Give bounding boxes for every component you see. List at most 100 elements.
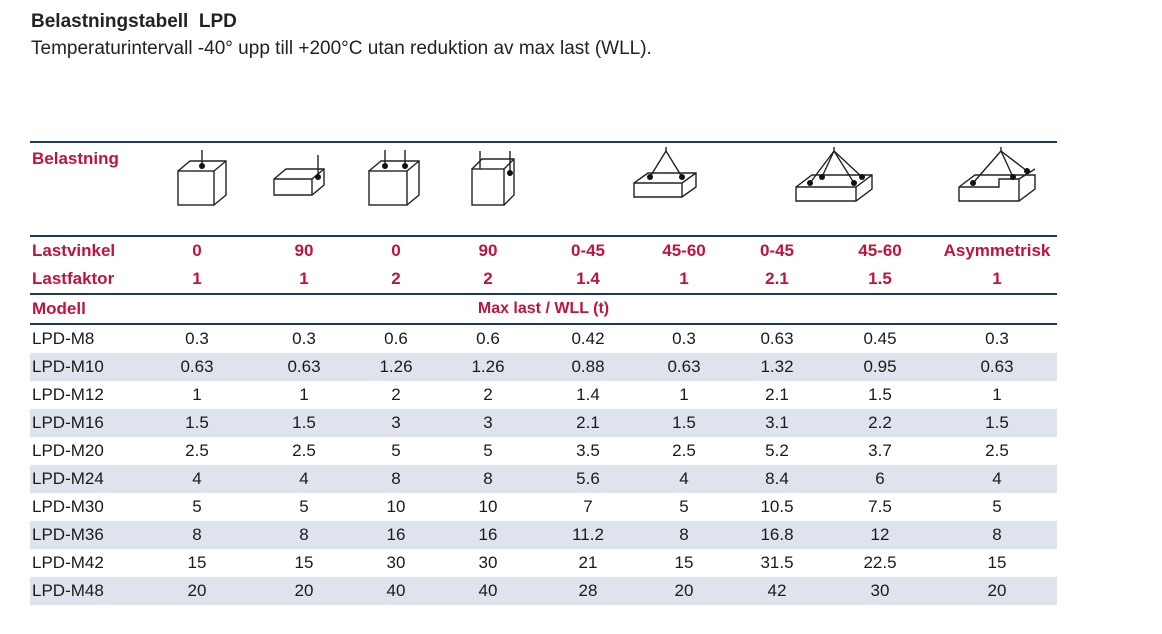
table-row: LPD-M20 2.5 2.5 5 5 3.5 2.5 5.2 3.7 2.5 [30,437,1057,465]
belastning-row: Belastning [30,143,1057,235]
wll-value-cell: 5 [391,441,401,460]
model-name: LPD-M24 [32,469,104,488]
wll-value-cell: 7 [583,497,593,516]
two-leg-sling-0-45-icon [630,147,702,217]
modell-label: Modell [32,299,86,318]
wll-value-cell: 1.5 [185,413,209,432]
wll-value-cell: 28 [578,581,598,600]
wll-value-cell: 16 [386,525,406,544]
lastvinkel-cell: Asymmetrisk [943,241,1051,260]
wll-value-cell: 0.95 [863,357,897,376]
lastfaktor-row: Lastfaktor 1 1 2 2 1.4 1 2.1 1.5 1 [30,265,1057,293]
wll-value-cell: 2.2 [868,413,892,432]
table-row: LPD-M30 5 5 10 10 7 5 10.5 7.5 5 [30,493,1057,521]
wll-value-cell: 1.5 [292,413,316,432]
wll-value-cell: 8 [391,469,401,488]
wll-value-cell: 30 [870,581,890,600]
wll-value-cell: 2 [483,385,493,404]
wll-value-cell: 0.88 [571,357,605,376]
rule-below-modell [30,323,1057,325]
wll-value-cell: 40 [478,581,498,600]
table-row: LPD-M36 8 8 16 16 11.2 8 16.8 12 8 [30,521,1057,549]
lastfaktor-cell: 2 [391,269,401,288]
wll-value-cell: 0.63 [287,357,321,376]
lastvinkel-cell: 90 [294,241,314,260]
wll-value-cell: 42 [767,581,787,600]
wll-value-cell: 1 [679,385,689,404]
wll-value-cell: 20 [294,581,314,600]
lastvinkel-cell: 90 [478,241,498,260]
wll-value-cell: 8 [992,525,1002,544]
wll-value-cell: 21 [578,553,598,572]
single-side-lift-icon [270,147,330,217]
wll-value-cell: 5 [299,497,309,516]
wll-value-cell: 5 [679,497,689,516]
wll-value-cell: 8 [192,525,202,544]
wll-value-cell: 11.2 [572,525,604,544]
lastvinkel-cell: 45-60 [662,241,706,260]
wll-value-cell: 1 [992,385,1002,404]
belastning-label: Belastning [32,149,119,168]
modell-header-row: Modell Max last / WLL (t) [30,295,1057,323]
wll-value-cell: 1.4 [576,385,600,404]
wll-value-cell: 1.26 [471,357,505,376]
wll-value-cell: 30 [478,553,498,572]
wll-value-cell: 3 [391,413,401,432]
wll-value-cell: 1.5 [868,385,892,404]
model-name: LPD-M36 [32,525,104,544]
wll-value-cell: 4 [679,469,689,488]
single-vertical-lift-icon [172,147,232,217]
wll-value-cell: 8.4 [765,469,789,488]
wll-value-cell: 1.26 [379,357,413,376]
double-side-lift-icon [460,147,520,217]
table-row: LPD-M16 1.5 1.5 3 3 2.1 1.5 3.1 2.2 1.5 [30,409,1057,437]
wll-value-cell: 15 [674,553,694,572]
wll-value-cell: 8 [679,525,689,544]
lastfaktor-cell: 1 [299,269,309,288]
wll-value-cell: 31.5 [760,553,794,572]
lastfaktor-cell: 1.5 [868,269,892,288]
wll-value-cell: 5.6 [576,469,600,488]
wll-value-cell: 0.3 [985,329,1009,348]
model-name: LPD-M48 [32,581,104,600]
wll-value-cell: 15 [187,553,207,572]
wll-value-cell: 1.5 [985,413,1009,432]
model-name: LPD-M42 [32,553,104,572]
model-name: LPD-M30 [32,497,104,516]
wll-value-cell: 0.6 [476,329,500,348]
wll-value-cell: 4 [192,469,202,488]
wll-value-cell: 3.1 [765,413,789,432]
wll-value-cell: 3.5 [576,441,600,460]
lastfaktor-cell: 1 [679,269,689,288]
lastfaktor-cell: 1.4 [576,269,600,288]
wll-value-cell: 2.1 [765,385,789,404]
wll-value-cell: 5 [483,441,493,460]
wll-value-cell: 22.5 [863,553,897,572]
model-name: LPD-M16 [32,413,104,432]
page-title: Belastningstabell LPD [31,11,237,32]
wll-value-cell: 0.6 [384,329,408,348]
lastfaktor-cell: 2 [483,269,493,288]
load-table: Belastning [30,141,1057,605]
wll-value-cell: 0.3 [185,329,209,348]
lastvinkel-cell: 0 [391,241,401,260]
page-subtitle: Temperaturintervall -40° upp till +200°C… [31,38,652,59]
wll-value-cell: 1 [192,385,202,404]
wll-value-cell: 5.2 [765,441,789,460]
wll-value-cell: 0.63 [760,329,794,348]
lastvinkel-cell: 0-45 [759,241,795,260]
wll-value-cell: 20 [674,581,694,600]
wll-value-cell: 0.42 [571,329,605,348]
wll-value-cell: 10 [386,497,406,516]
wll-value-cell: 0.3 [292,329,316,348]
lastvinkel-cell: 0-45 [570,241,606,260]
wll-value-cell: 1.5 [672,413,696,432]
wll-value-cell: 2.5 [292,441,316,460]
wll-value-cell: 30 [386,553,406,572]
table-row: LPD-M12 1 1 2 2 1.4 1 2.1 1.5 1 [30,381,1057,409]
wll-value-cell: 3 [483,413,493,432]
table-row: LPD-M42 15 15 30 30 21 15 31.5 22.5 15 [30,549,1057,577]
wll-value-cell: 8 [299,525,309,544]
rule-below-lastfaktor [30,293,1057,295]
wll-value-cell: 15 [987,553,1007,572]
